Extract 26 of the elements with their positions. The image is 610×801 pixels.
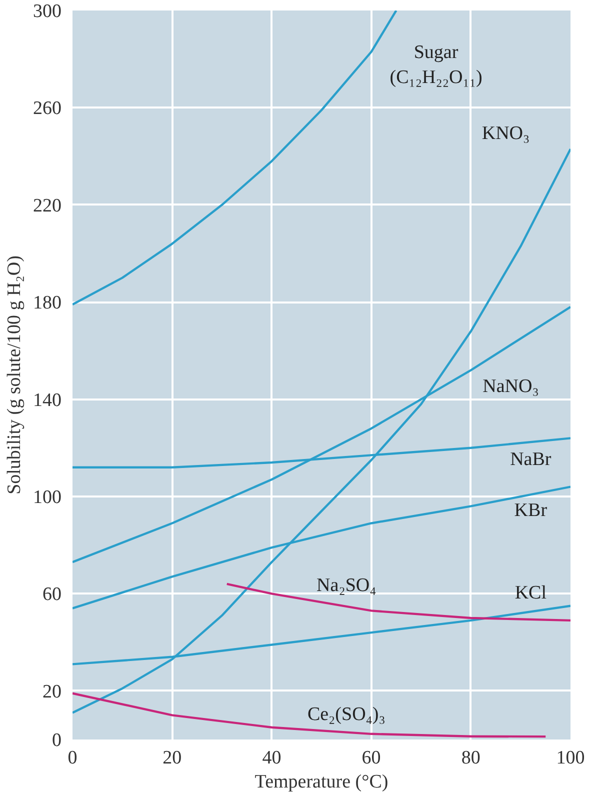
y-tick-label: 60 (42, 584, 62, 606)
series-label: KCl (514, 582, 547, 604)
x-tick-label: 20 (162, 748, 182, 768)
x-tick-label: 60 (362, 748, 381, 768)
y-tick-label: 0 (52, 730, 62, 751)
x-tick-label: 100 (556, 748, 585, 768)
text: KNO₃ (482, 123, 530, 144)
x-tick-label: 40 (262, 748, 282, 768)
x-tick-label: 0 (68, 748, 78, 768)
series-label: KBr (514, 500, 548, 521)
y-axis-title: Solubility (g solute/100 g H₂O) (4, 256, 25, 494)
y-tick-label: 220 (33, 195, 62, 216)
line-series (72, 692, 547, 738)
series-label: Na₂SO₄ (316, 575, 376, 596)
y-tick-label: 260 (33, 98, 62, 120)
y-tick-label: 100 (33, 487, 62, 508)
y-tick-label: 180 (33, 292, 62, 314)
x-tick-label: 80 (461, 748, 480, 768)
y-tick-label: 300 (33, 1, 62, 22)
series-label: NaBr (510, 448, 552, 470)
series-label: NaNO₃ (482, 376, 539, 397)
x-axis-title: Temperature (°C) (254, 772, 388, 792)
y-tick-label: 20 (42, 681, 62, 702)
series-label: Sugar (C₁₂H₂₂O₁₁) (390, 42, 482, 88)
y-tick-label: 140 (33, 390, 62, 411)
series-label: Ce₂(SO₄)₃ (307, 704, 386, 725)
